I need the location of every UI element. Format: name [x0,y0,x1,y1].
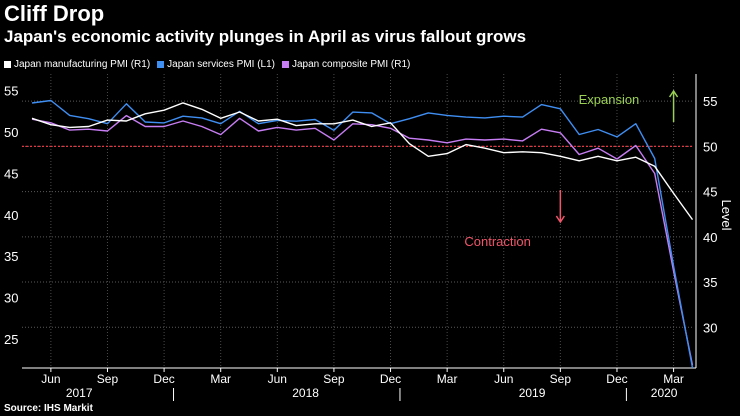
legend-swatch-services [157,60,165,68]
x-tick-2019-12: Dec [606,372,627,386]
chart-title: Cliff Drop [4,1,105,26]
x-tick-2019-06: Jun [494,372,513,386]
legend-swatch-composite [282,60,289,68]
legend-label-composite: Japan composite PMI (R1) [292,58,411,70]
x-tick-2018-12: Dec [380,372,401,386]
annotation-expansion: Expansion [579,92,640,107]
axis-ticks: 25 30 35 40 45 50 55 30 35 40 45 50 55 Level Jun Sep Dec… [4,84,734,401]
x-tick-2020-03: Mar [663,372,684,386]
left-tick-40: 40 [4,208,18,223]
left-tick-25: 25 [4,332,18,347]
x-year-2020: 2020 [651,386,678,400]
legend-label-manufacturing: Japan manufacturing PMI (R1) [14,58,151,70]
arrow-contraction-head [555,215,565,224]
x-tick-2019-03: Mar [437,372,458,386]
left-tick-55: 55 [4,84,18,99]
series-line-composite [31,114,694,366]
legend-item-services: Japan services PMI (L1) [157,59,275,70]
x-tick-2019-09: Sep [550,372,572,386]
right-tick-40: 40 [703,230,717,245]
x-tick-2018-03: Mar [210,372,231,386]
legend-item-manufacturing: Japan manufacturing PMI (R1) [4,59,150,70]
x-year-2018: 2018 [292,386,319,400]
arrow-expansion-head [668,89,679,98]
right-tick-45: 45 [703,185,717,200]
right-axis-label: Level [719,199,734,230]
annotation-contraction: Contraction [464,234,530,249]
x-tick-2017-09: Sep [97,372,119,386]
chart-subtitle: Japan's economic activity plunges in Apr… [4,27,527,46]
series-lines [31,99,694,369]
legend-item-composite: Japan composite PMI (R1) [282,59,410,70]
x-tick-2017-12: Dec [153,372,174,386]
x-tick-2017-06: Jun [41,372,60,386]
legend-swatch-manufacturing [4,60,11,68]
source-note: Source: IHS Markit [4,403,93,414]
right-tick-35: 35 [703,275,717,290]
left-tick-45: 45 [4,166,18,181]
legend-label-services: Japan services PMI (L1) [167,58,275,70]
annotations: Expansion Contraction [464,89,679,249]
axes-frame [22,74,697,369]
x-tick-2018-06: Jun [268,372,287,386]
x-year-2019: 2019 [519,386,546,400]
right-tick-50: 50 [703,139,717,154]
x-tick-2018-09: Sep [323,372,345,386]
right-tick-30: 30 [703,320,717,335]
legend: Japan manufacturing PMI (R1) Japan servi… [4,57,417,71]
series-line-services [31,99,694,369]
left-tick-35: 35 [4,249,18,264]
right-tick-55: 55 [703,94,717,109]
x-year-2017: 2017 [66,386,93,400]
left-tick-30: 30 [4,291,18,306]
series-line-manufacturing [31,102,694,221]
left-tick-50: 50 [4,125,18,140]
